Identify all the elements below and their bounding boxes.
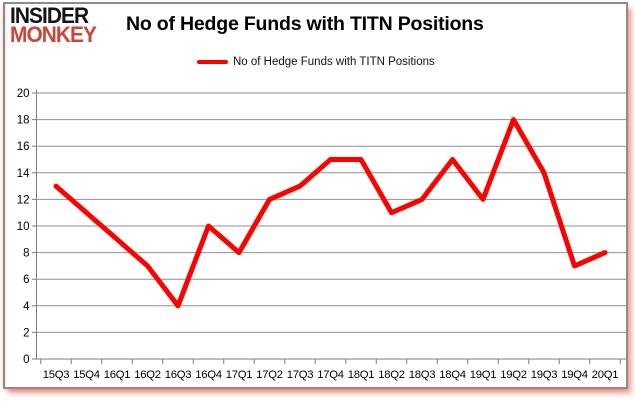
x-tick-label: 16Q1: [104, 369, 130, 381]
x-tick-label: 17Q3: [287, 369, 313, 381]
x-tick-label: 19Q3: [531, 369, 557, 381]
data-series-line: [53, 117, 608, 309]
x-tick-label: 17Q1: [226, 369, 252, 381]
x-tick-label: 20Q1: [592, 369, 618, 381]
y-tick-label: 0: [23, 354, 29, 366]
logo-monkey-text: MONKEY: [10, 21, 97, 47]
logo-insider-text: INSIDER: [10, 3, 89, 28]
y-tick-label: 10: [17, 221, 30, 233]
y-tick-label: 12: [17, 194, 30, 206]
x-tick-label: 16Q2: [134, 369, 160, 381]
x-tick-label: 15Q3: [43, 369, 69, 381]
x-tick-label: 17Q2: [256, 369, 282, 381]
legend: No of Hedge Funds with TITN Positions: [197, 56, 435, 68]
x-tick-label: 19Q1: [470, 369, 496, 381]
y-tick-label: 8: [23, 248, 29, 260]
x-tick-label: 19Q2: [500, 369, 526, 381]
y-tick-label: 2: [23, 327, 29, 339]
chart-frame: [3, 2, 628, 389]
y-tick-label: 20: [17, 88, 30, 100]
y-tick-label: 4: [23, 301, 30, 313]
y-tick-label: 6: [23, 274, 29, 286]
x-tick-label: 16Q3: [165, 369, 191, 381]
legend-label: No of Hedge Funds with TITN Positions: [233, 56, 435, 68]
x-tick-label: 18Q4: [439, 369, 465, 381]
x-tick-label: 17Q4: [317, 369, 343, 381]
x-tick-label: 16Q4: [195, 369, 221, 381]
y-tick-label: 18: [17, 115, 30, 127]
legend-line-swatch: [197, 60, 228, 64]
x-tick-label: 18Q2: [378, 369, 404, 381]
chart-title: No of Hedge Funds with TITN Positions: [126, 13, 484, 35]
insider-monkey-logo: INSIDER MONKEY: [10, 3, 97, 47]
x-tick-label: 18Q3: [409, 369, 435, 381]
y-tick-label: 14: [17, 168, 30, 180]
x-tick-label: 18Q1: [348, 369, 374, 381]
x-tick-label: 19Q4: [561, 369, 587, 381]
x-tick-label: 15Q4: [73, 369, 99, 381]
y-tick-label: 16: [17, 141, 30, 153]
